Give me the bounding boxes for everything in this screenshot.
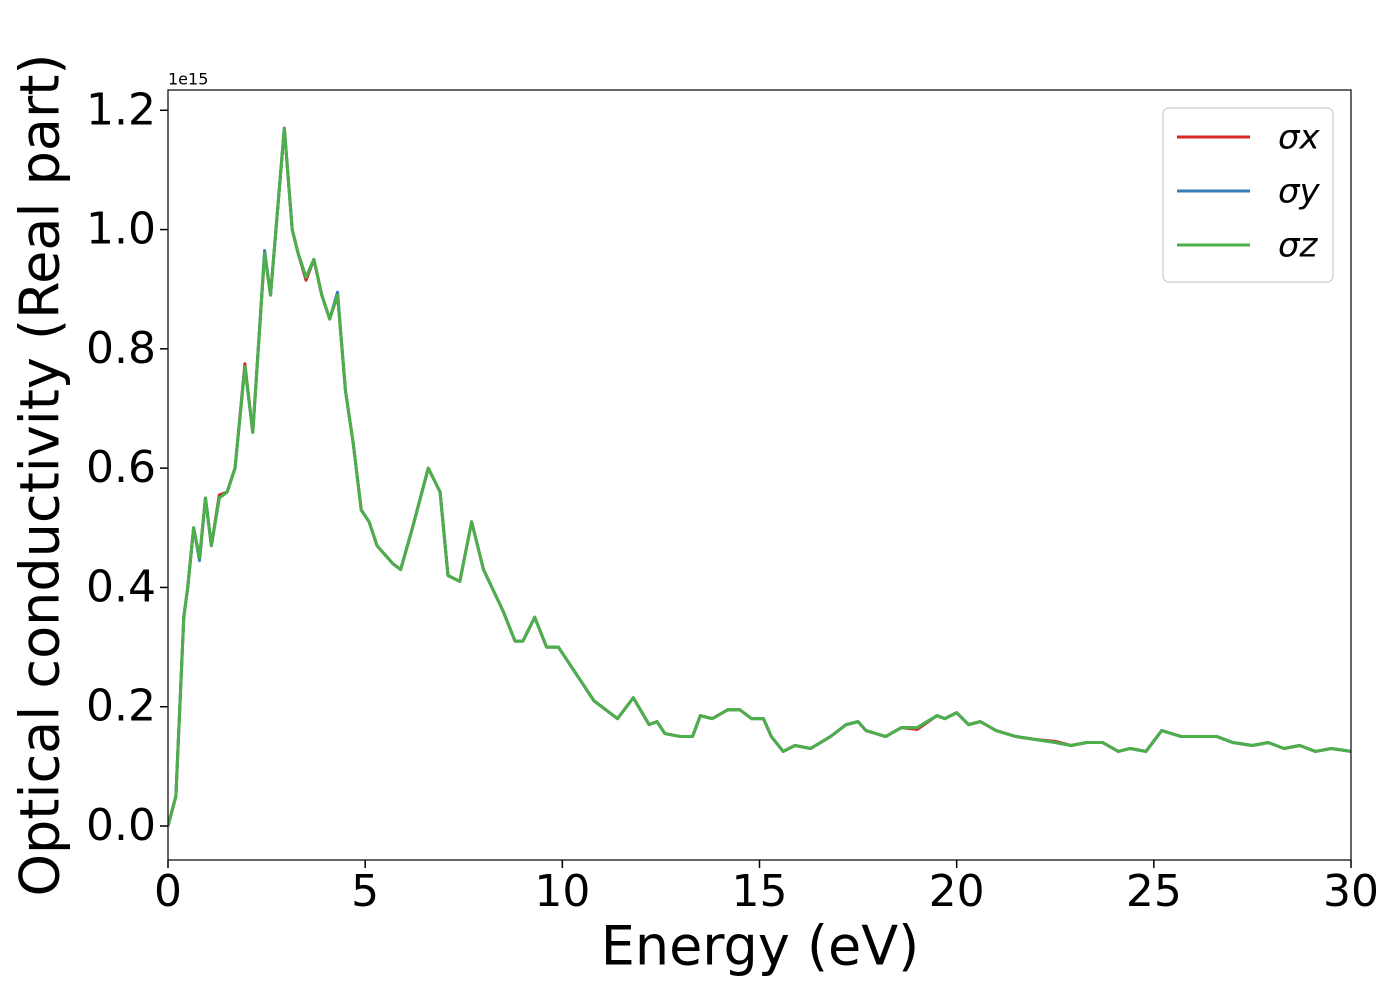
x-axis-label: Energy (eV) bbox=[601, 915, 920, 978]
x-tick-label: 30 bbox=[1323, 866, 1379, 917]
x-tick-label: 5 bbox=[351, 866, 379, 917]
x-tick-label: 20 bbox=[929, 866, 985, 917]
legend-label: σz bbox=[1278, 226, 1319, 266]
y-tick-label: 0.2 bbox=[86, 681, 156, 732]
y-tick-label: 0.6 bbox=[86, 442, 156, 493]
x-tick-label: 0 bbox=[154, 866, 182, 917]
legend-label: σx bbox=[1278, 118, 1321, 158]
y-tick-label: 1.0 bbox=[86, 204, 156, 255]
series-line bbox=[168, 126, 1351, 827]
y-tick-label: 0.0 bbox=[86, 800, 156, 851]
legend-box bbox=[1162, 107, 1334, 283]
x-tick-label: 10 bbox=[534, 866, 590, 917]
y-offset-label: 1e15 bbox=[168, 70, 208, 89]
x-tick-label: 25 bbox=[1126, 866, 1182, 917]
plot-frame bbox=[167, 89, 1352, 861]
y-tick-label: 0.4 bbox=[86, 561, 156, 612]
y-tick-label: 0.8 bbox=[86, 323, 156, 374]
x-tick-label: 15 bbox=[732, 866, 788, 917]
legend-label: σy bbox=[1278, 172, 1321, 212]
y-tick-label: 1.2 bbox=[86, 84, 156, 135]
y-axis-label: Optical conductivity (Real part) bbox=[9, 54, 72, 897]
